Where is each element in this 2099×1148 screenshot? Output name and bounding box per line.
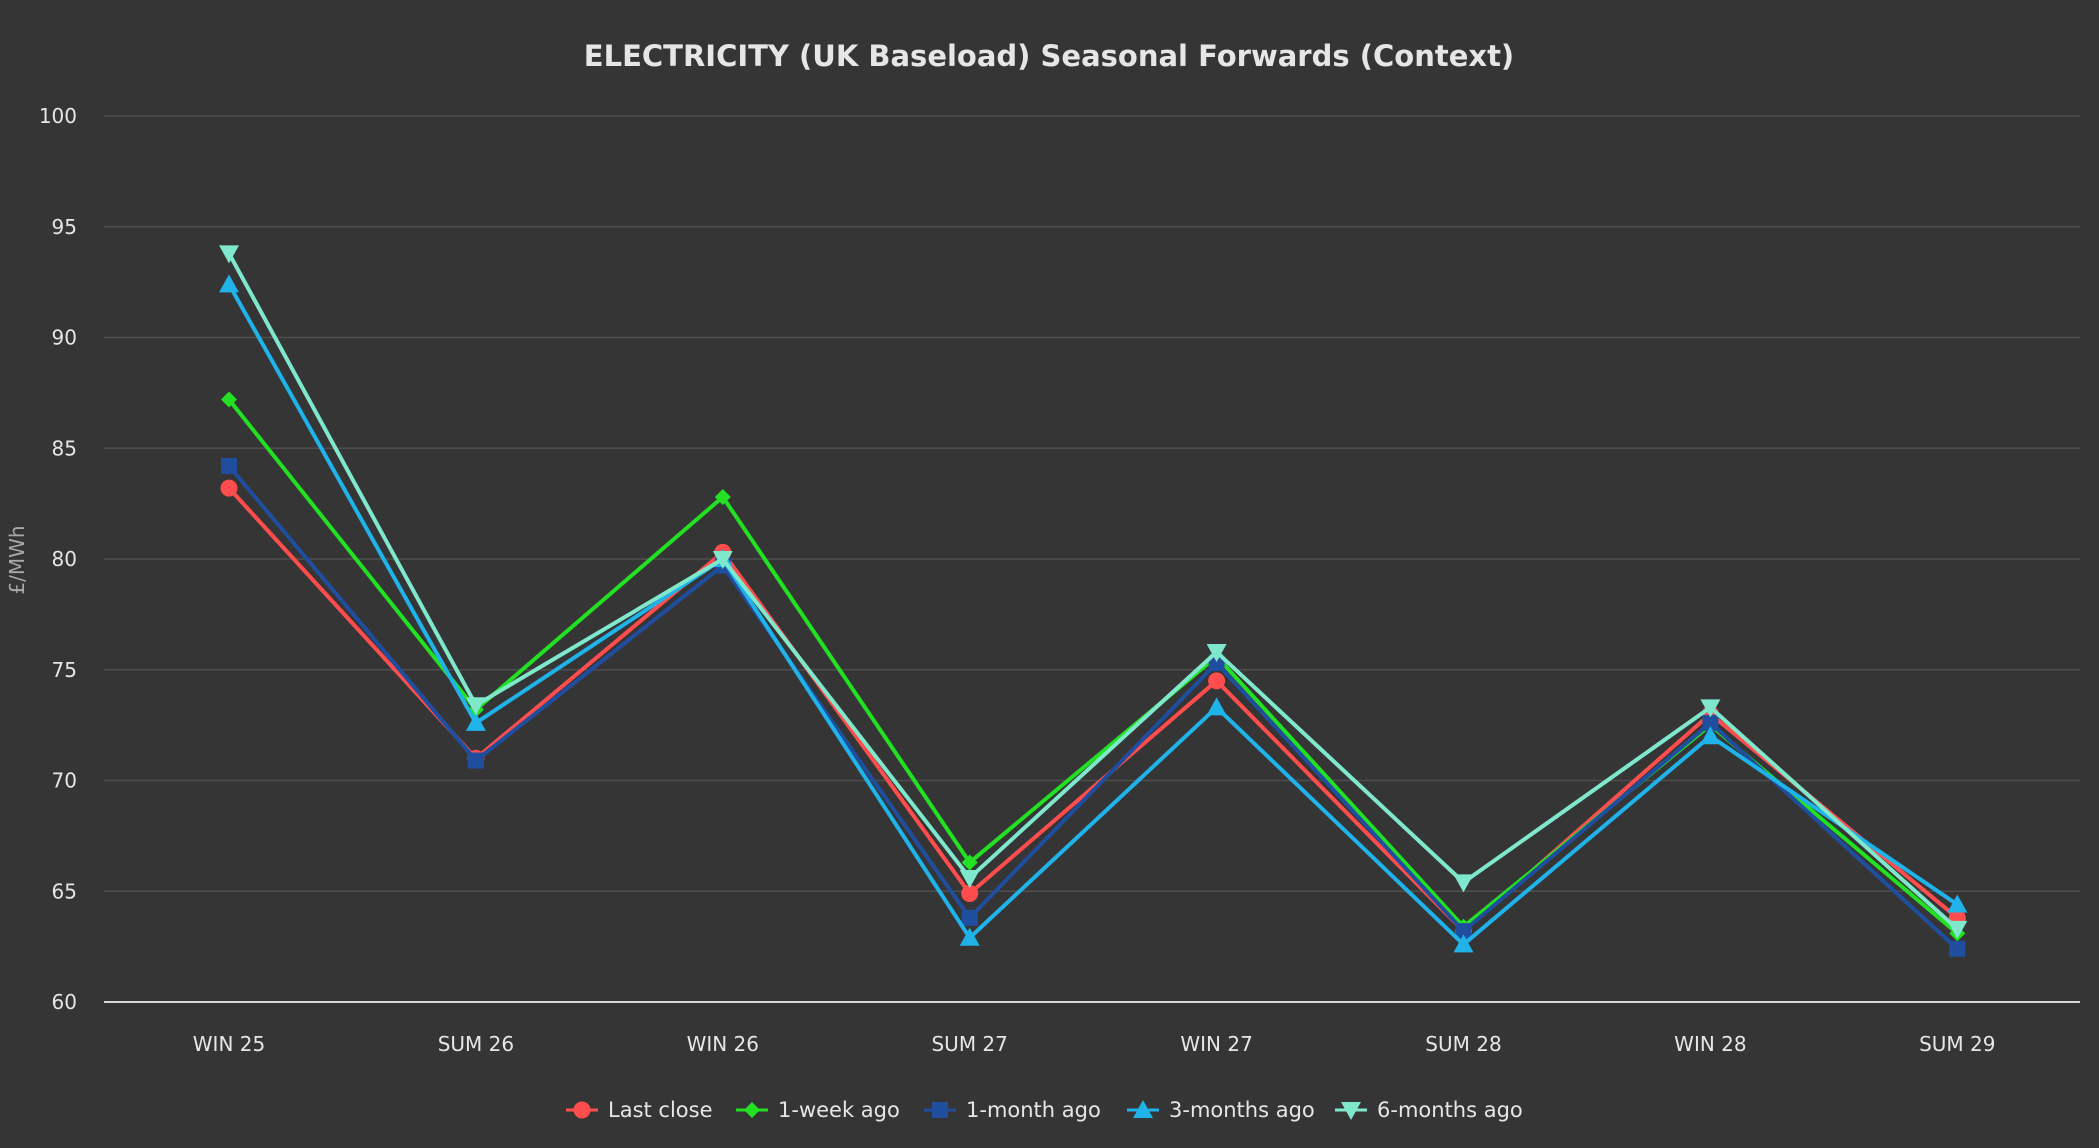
series-line	[227, 282, 1960, 947]
data-point	[1206, 644, 1227, 663]
data-point	[219, 274, 239, 293]
data-point	[1453, 934, 1474, 953]
series-3	[221, 457, 1966, 957]
x-axis-ticks: WIN 25 SUM 26 WIN 26 SUM 27 WIN 27 SUM 28 WIN …	[193, 1032, 1996, 1056]
data-point	[221, 457, 237, 474]
legend-item[interactable]: Last close	[566, 1098, 713, 1122]
legend-marker	[932, 1102, 948, 1118]
data-point	[959, 869, 980, 888]
legend-label: 1-week ago	[778, 1098, 900, 1122]
data-point	[1702, 714, 1719, 731]
y-tick-label: 100	[39, 104, 77, 128]
data-point	[1455, 923, 1472, 940]
series-line	[227, 251, 1960, 931]
y-tick-label: 60	[52, 990, 77, 1014]
data-point	[1208, 655, 1225, 672]
x-tick-label: WIN 26	[687, 1032, 759, 1056]
grid-lines	[104, 115, 2080, 1003]
data-point	[1700, 699, 1721, 718]
y-tick-label: 65	[52, 879, 77, 903]
y-axis-title: £/MWh	[5, 525, 29, 594]
y-tick-label: 95	[52, 215, 77, 239]
data-point	[961, 854, 978, 871]
y-tick-label: 75	[52, 658, 77, 682]
series-2	[221, 391, 1966, 942]
data-point	[1206, 697, 1227, 716]
y-tick-label: 85	[52, 436, 77, 460]
legend-marker	[744, 1102, 760, 1118]
series-4	[219, 274, 1968, 953]
legend-item[interactable]: 1-week ago	[736, 1098, 900, 1122]
y-tick-label: 80	[52, 547, 77, 571]
legend-marker	[1341, 1102, 1361, 1120]
data-point	[221, 391, 237, 408]
legend: Last close 1-week ago 1-month ago 3-months …	[566, 1098, 1523, 1122]
data-point	[1453, 874, 1474, 893]
data-point	[219, 245, 239, 264]
series-line	[227, 486, 1960, 934]
chart-title: ELECTRICITY (UK Baseload) Seasonal Forwa…	[584, 39, 1514, 73]
x-tick-label: SUM 27	[931, 1032, 1007, 1056]
data-point	[465, 712, 486, 731]
data-point	[1947, 920, 1968, 939]
legend-label: Last close	[608, 1098, 713, 1122]
legend-marker	[1133, 1100, 1153, 1118]
legend-label: 3-months ago	[1169, 1098, 1315, 1122]
data-point	[467, 752, 484, 769]
data-point	[959, 927, 980, 946]
series-line	[227, 463, 1960, 951]
data-point	[712, 551, 733, 569]
series-5	[219, 245, 1968, 939]
y-tick-label: 70	[52, 769, 77, 793]
data-point	[1949, 940, 1966, 957]
legend-label: 6-months ago	[1377, 1098, 1523, 1122]
legend-item[interactable]: 1-month ago	[924, 1098, 1101, 1122]
y-axis-ticks: 60 65 70 75 80 85 90 95 100	[39, 104, 77, 1014]
legend-label: 1-month ago	[966, 1098, 1101, 1122]
data-point	[220, 479, 238, 497]
data-point	[1947, 894, 1968, 913]
x-tick-label: SUM 26	[438, 1032, 514, 1056]
x-tick-label: SUM 29	[1919, 1032, 1995, 1056]
x-tick-label: WIN 27	[1180, 1032, 1252, 1056]
x-tick-label: WIN 28	[1674, 1032, 1746, 1056]
legend-item[interactable]: 6-months ago	[1335, 1098, 1523, 1122]
data-point	[961, 909, 978, 926]
data-point	[465, 697, 486, 716]
data-point	[1700, 726, 1721, 745]
x-tick-label: SUM 28	[1425, 1032, 1501, 1056]
data-point	[1208, 672, 1226, 690]
data-point	[961, 884, 979, 902]
legend-marker	[573, 1101, 591, 1119]
data-point	[714, 488, 731, 505]
series-line	[227, 397, 1960, 936]
x-tick-label: WIN 25	[193, 1032, 265, 1056]
y-tick-label: 90	[52, 326, 77, 350]
legend-item[interactable]: 3-months ago	[1127, 1098, 1315, 1122]
series-group	[219, 245, 1968, 957]
